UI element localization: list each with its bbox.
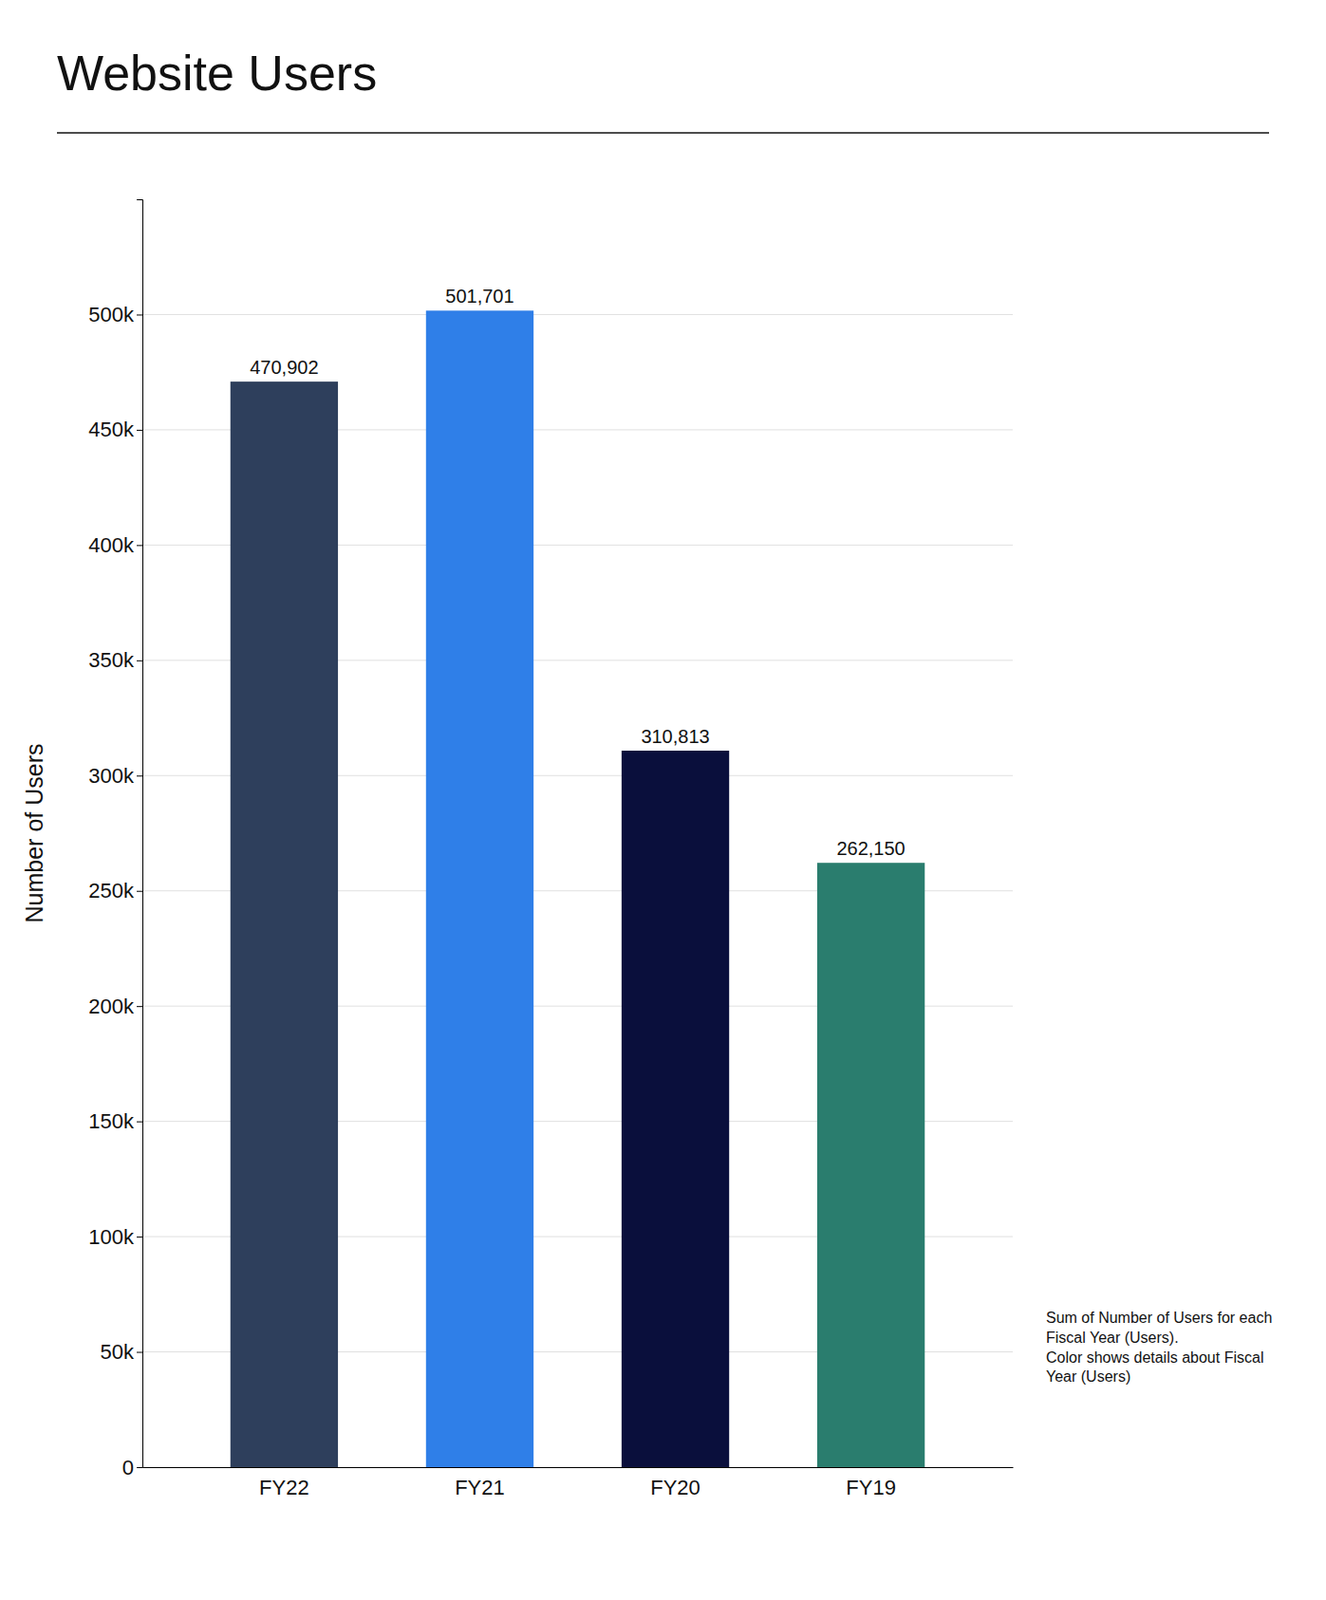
- tick: 0: [122, 1456, 143, 1480]
- bar: [426, 310, 534, 1468]
- annotation: Sum of Number of Users for eachFiscal Ye…: [1045, 1309, 1272, 1385]
- tick: 400k: [88, 533, 143, 558]
- tick-label: 350k: [88, 648, 135, 673]
- tick: FY22: [259, 1475, 310, 1500]
- tick-label: 500k: [88, 302, 135, 327]
- tick-label: 250k: [88, 878, 135, 903]
- tick-label: 150k: [88, 1109, 135, 1134]
- x-axis: FY22 FY21 FY20 FY19: [143, 1468, 1014, 1501]
- tick: 250k: [88, 878, 143, 903]
- tick-label: FY22: [259, 1475, 310, 1500]
- tick-mark: [136, 891, 143, 893]
- data-label: 470,902: [249, 356, 318, 378]
- tick-mark: [136, 660, 143, 662]
- tick-label: FY19: [845, 1475, 897, 1500]
- bar: [230, 381, 338, 1468]
- tick: 350k: [88, 648, 143, 673]
- tick-label: 200k: [88, 994, 135, 1019]
- tick: FY19: [845, 1475, 897, 1500]
- data-labels: 470,902 501,701 310,813 262,150: [249, 285, 905, 860]
- tick-label: FY20: [650, 1475, 701, 1500]
- axis-line: [143, 1467, 1014, 1469]
- axis-title: Number of Users: [20, 744, 48, 924]
- tick-label: 50k: [100, 1340, 135, 1364]
- chart: Website Users 470,902 501,701 310,813 262,15…: [0, 0, 1326, 1600]
- data-label: 501,701: [445, 285, 514, 307]
- plot: 470,902 501,701 310,813 262,150 FY22 FY21 FY20…: [88, 200, 1013, 1501]
- tick-mark: [136, 1006, 143, 1008]
- bars: [230, 310, 926, 1468]
- tick-mark: [136, 775, 143, 777]
- tick-mark: [136, 1467, 143, 1469]
- data-label: 262,150: [836, 838, 905, 860]
- tick: FY21: [454, 1475, 505, 1500]
- data-label: 310,813: [640, 726, 710, 748]
- tick-label: FY21: [454, 1475, 505, 1500]
- y-axis: 0 50k 100k 150k 200k 250k 300k 350k 400k 450k 500k: [88, 200, 143, 1480]
- tick-mark: [136, 1352, 143, 1354]
- grid-line: [142, 314, 1013, 316]
- tick: 450k: [88, 417, 143, 442]
- tick-mark: [136, 429, 143, 431]
- tick: 100k: [88, 1225, 143, 1250]
- axis-line: [136, 200, 144, 1469]
- tick: 300k: [88, 764, 143, 788]
- tick: 500k: [88, 302, 143, 327]
- bar: [621, 750, 729, 1468]
- grid: [142, 314, 1013, 1468]
- tick-label: 450k: [88, 417, 135, 442]
- tick-label: 300k: [88, 764, 135, 788]
- tick-label: 0: [122, 1456, 134, 1480]
- tick: 150k: [88, 1109, 143, 1134]
- tick-mark: [136, 314, 143, 316]
- tick-label: 100k: [88, 1225, 135, 1250]
- tick: 50k: [100, 1340, 143, 1364]
- bar: [817, 862, 925, 1468]
- tick: 200k: [88, 994, 143, 1019]
- separator: [56, 131, 1270, 134]
- tick: FY20: [650, 1475, 701, 1500]
- tick-mark: [136, 544, 143, 546]
- title: Website Users: [56, 45, 377, 101]
- tick-mark: [136, 1236, 143, 1238]
- tick-label: 400k: [88, 533, 135, 558]
- tick-mark: [136, 1121, 143, 1123]
